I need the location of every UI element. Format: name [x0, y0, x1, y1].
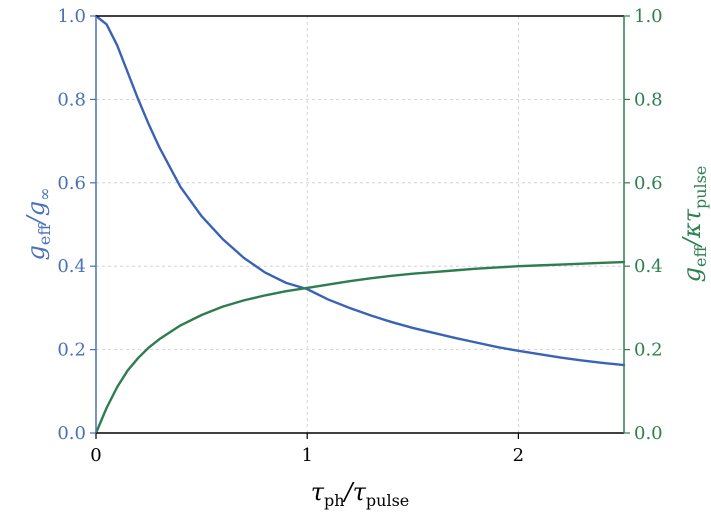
series-line-right: [94, 260, 626, 435]
y-right-tick-label: 0.8: [634, 89, 663, 110]
y-left-tick-label: 0.6: [57, 173, 86, 194]
y-axis-right-label: geff/κτpulse: [678, 166, 710, 283]
series-group: [94, 14, 626, 435]
x-tick-label: 2: [513, 445, 524, 466]
y-right-tick-label: 0.6: [634, 173, 663, 194]
x-tick-label: 1: [301, 445, 312, 466]
plot-frame: [95, 15, 625, 434]
y-left-tick-label: 0.2: [57, 340, 86, 361]
x-tick-label: 0: [90, 445, 101, 466]
y-axis-left-label: geff/g∞: [22, 188, 54, 261]
y-left-tick-label: 0.8: [57, 89, 86, 110]
y-left-tick-label: 0.4: [57, 256, 86, 277]
x-axis-label: τph/τpulse: [311, 478, 410, 510]
y-right-tick-label: 0.0: [634, 423, 663, 444]
y-right-tick-label: 0.2: [634, 340, 663, 361]
y-left-tick-label: 0.0: [57, 423, 86, 444]
y-right-tick-label: 1.0: [634, 6, 663, 27]
y-right-tick-label: 0.4: [634, 256, 663, 277]
grid-lines: [96, 16, 624, 433]
ticks-group: 0 1 2 0.0 0.2 0.4 0.6 0.8 1.0 0.0 0.2 0.4 0.6 0.8 1.0: [57, 6, 662, 466]
y-left-tick-label: 1.0: [57, 6, 86, 27]
series-line-left: [94, 14, 626, 367]
